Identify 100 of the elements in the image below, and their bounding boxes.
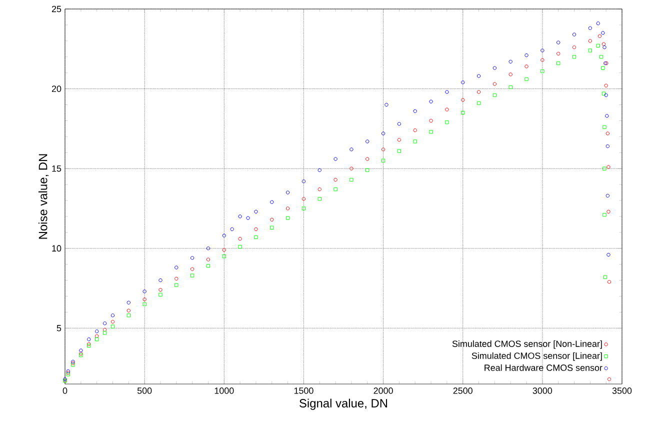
point	[102, 322, 107, 326]
point	[599, 55, 604, 59]
point	[334, 157, 338, 161]
point	[461, 110, 465, 115]
point	[254, 235, 258, 240]
point	[270, 218, 274, 222]
point	[492, 82, 497, 86]
point	[588, 39, 592, 43]
point	[413, 128, 417, 132]
point	[572, 45, 576, 50]
point	[142, 290, 146, 294]
point	[602, 92, 606, 96]
point	[508, 72, 512, 76]
x-tick-label: 2500	[453, 388, 472, 394]
point	[366, 168, 370, 172]
point	[190, 256, 194, 260]
point	[540, 48, 544, 52]
point	[602, 213, 606, 217]
point	[606, 252, 610, 257]
point	[540, 58, 544, 62]
point	[508, 85, 512, 90]
point	[174, 283, 178, 287]
point	[556, 61, 560, 66]
point	[246, 216, 250, 220]
point	[461, 80, 465, 84]
point	[602, 45, 606, 50]
point	[286, 190, 290, 194]
x-tick-label: 3000	[532, 388, 552, 394]
point	[302, 179, 306, 184]
point	[158, 292, 162, 296]
point	[302, 206, 306, 210]
point	[572, 55, 576, 59]
point	[110, 324, 115, 328]
point	[381, 148, 386, 152]
point	[222, 248, 226, 252]
point	[461, 98, 465, 102]
point	[604, 93, 608, 98]
point	[603, 275, 608, 279]
legend-label: Real Hardware CMOS sensor	[484, 364, 602, 371]
point	[606, 210, 610, 214]
point	[429, 118, 433, 123]
point	[87, 337, 91, 342]
point	[445, 108, 449, 112]
point	[102, 331, 107, 335]
point	[429, 130, 433, 134]
point	[524, 77, 528, 82]
point	[94, 329, 99, 334]
point	[206, 264, 210, 268]
x-tick-label: 2000	[374, 388, 393, 394]
point	[238, 214, 242, 218]
point	[318, 168, 322, 172]
y-tick-label: 10	[52, 245, 62, 252]
point	[572, 32, 576, 36]
legend-label: Simulated CMOS sensor [Non-Linear]	[452, 340, 602, 349]
x-tick-label: 3500	[612, 388, 632, 394]
point	[230, 227, 234, 232]
point	[238, 236, 242, 241]
point	[102, 328, 107, 332]
point	[206, 246, 210, 250]
point	[270, 200, 274, 204]
point	[413, 109, 417, 113]
point	[524, 64, 528, 68]
point	[492, 66, 497, 70]
x-tick-label: 1000	[214, 388, 234, 394]
point	[476, 101, 481, 105]
y-axis-title: Noise value, DN	[38, 154, 49, 239]
point	[366, 140, 370, 144]
point	[126, 314, 130, 318]
point	[158, 288, 162, 292]
point	[174, 276, 178, 281]
point	[397, 138, 402, 142]
point	[366, 157, 370, 161]
x-tick-label: 1500	[294, 388, 314, 394]
point	[588, 26, 592, 30]
point	[429, 100, 433, 104]
point	[79, 348, 83, 352]
point	[110, 314, 115, 318]
point	[222, 234, 226, 238]
point	[384, 102, 388, 107]
point	[397, 122, 402, 126]
point	[445, 90, 449, 94]
point	[350, 178, 354, 182]
point	[350, 148, 354, 152]
point	[334, 187, 338, 192]
point	[602, 125, 606, 129]
point	[381, 132, 386, 136]
y-tick-label: 15	[52, 165, 62, 172]
point	[318, 197, 322, 201]
point	[302, 197, 306, 201]
point	[397, 149, 402, 153]
point	[222, 254, 226, 258]
point	[238, 244, 242, 249]
point	[588, 48, 592, 52]
point	[318, 187, 322, 192]
point	[190, 274, 194, 278]
point	[94, 334, 99, 338]
point	[607, 377, 612, 382]
x-axis-title: Signal value, DN	[300, 398, 388, 410]
point	[206, 258, 210, 262]
point	[556, 52, 560, 56]
